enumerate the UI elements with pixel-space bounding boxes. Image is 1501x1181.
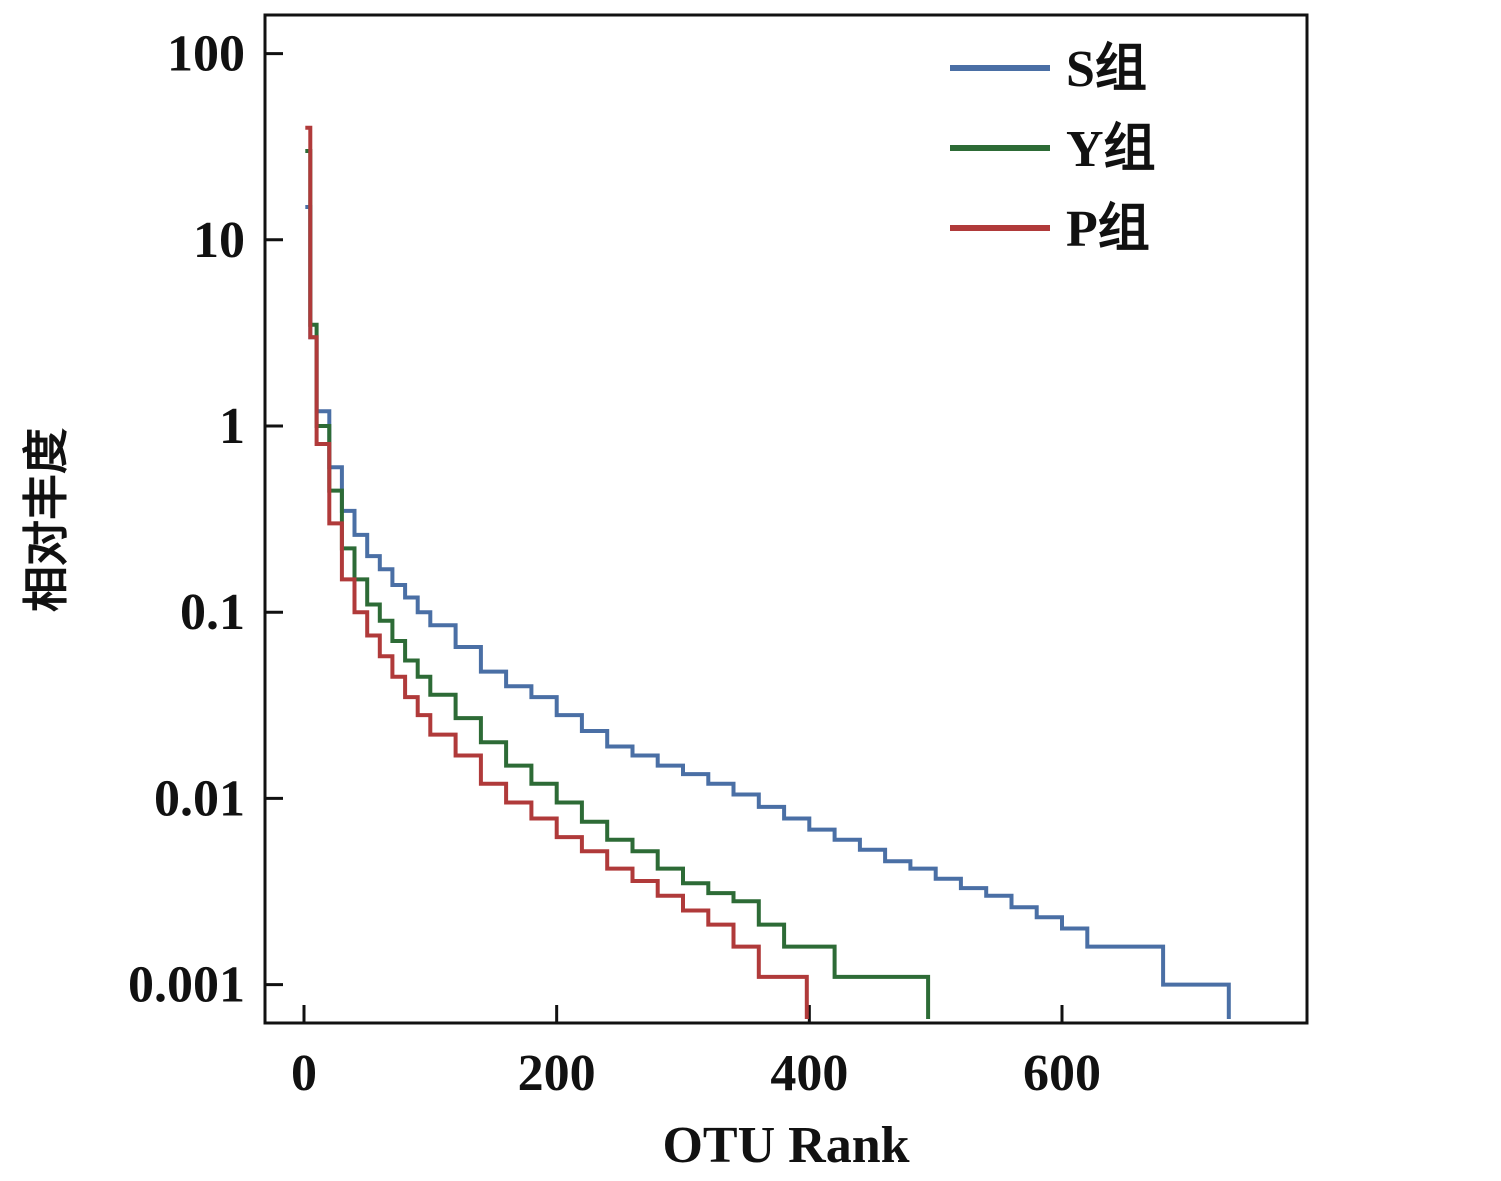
y-tick-label: 1 [219, 398, 245, 455]
x-tick-label: 0 [291, 1045, 317, 1102]
x-axis: 0 200 400 600 [291, 1005, 1101, 1102]
series-line-2 [305, 149, 931, 1019]
series-line-3 [305, 125, 809, 1019]
series-layer [305, 125, 1231, 1019]
y-axis: 100 10 1 0.1 0.01 0.001 [128, 26, 283, 1014]
x-axis-title: OTU Rank [662, 1117, 909, 1174]
x-tick-label: 200 [518, 1045, 596, 1102]
y-tick-label: 0.1 [180, 584, 245, 641]
plot-frame [263, 13, 1309, 1025]
legend-label: Y组 [1066, 120, 1156, 178]
legend: S组 Y组 P组 [950, 40, 1156, 258]
legend-label: P组 [1066, 200, 1150, 258]
x-tick-label: 600 [1023, 1045, 1101, 1102]
y-tick-label: 0.01 [154, 770, 245, 827]
y-tick-label: 10 [193, 212, 245, 269]
series-line-1 [305, 205, 1231, 1019]
y-axis-title: 相对丰度 [19, 428, 73, 612]
x-tick-label: 400 [770, 1045, 848, 1102]
y-tick-label: 0.001 [128, 957, 245, 1014]
y-tick-label: 100 [167, 26, 245, 83]
legend-label: S组 [1066, 40, 1147, 98]
